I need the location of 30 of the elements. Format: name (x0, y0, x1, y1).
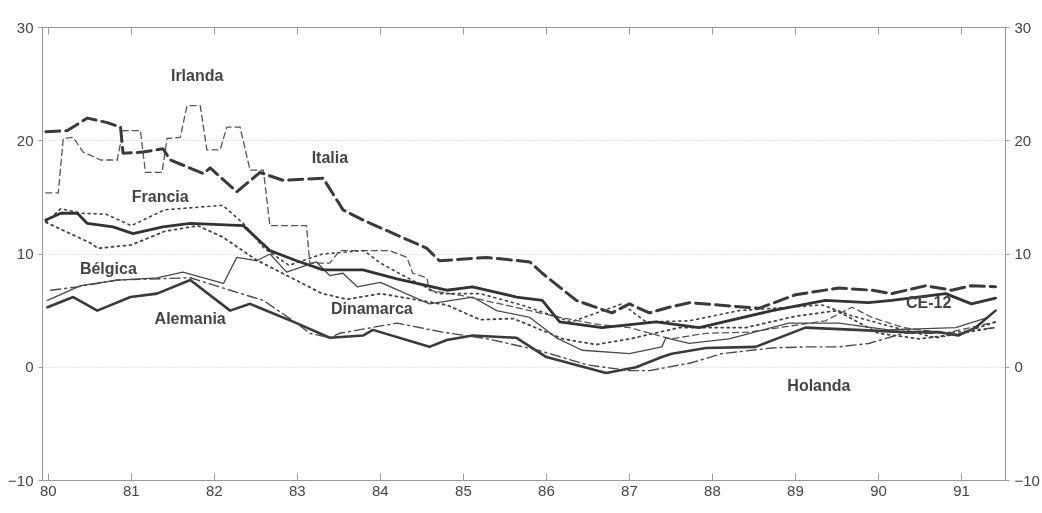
x-tick-label: 82 (206, 481, 223, 499)
series-label: Alemania (154, 310, 226, 327)
x-tick-label: 91 (953, 481, 970, 499)
y-tick-label: −10 (8, 471, 34, 489)
y2-tick-label: 0 (1014, 358, 1023, 376)
y-tick-label: 20 (16, 131, 34, 149)
y2-tick-label: −10 (1014, 471, 1040, 489)
x-tick-label: 86 (538, 481, 555, 499)
series-label: CE-12 (905, 294, 952, 311)
x-tick-label: 80 (39, 481, 57, 499)
series-label: Italia (311, 149, 349, 166)
x-tick-label: 87 (621, 481, 638, 499)
y-tick-label: 0 (25, 358, 34, 376)
series-label: Francia (131, 188, 189, 205)
x-tick-label: 85 (455, 481, 472, 499)
series-label: Bélgica (79, 260, 137, 277)
y2-tick-label: 10 (1014, 245, 1032, 262)
x-tick-label: 90 (870, 481, 887, 499)
x-tick-label: 89 (787, 481, 804, 499)
y2-tick-label: 20 (1014, 131, 1032, 149)
x-tick-label: 84 (372, 481, 389, 499)
y-tick-label: 10 (16, 245, 34, 262)
series-label: Irlanda (170, 67, 224, 84)
x-tick-label: 81 (122, 481, 140, 499)
series-label: Holanda (787, 377, 851, 394)
series-label: Dinamarca (330, 300, 413, 317)
x-tick-label: 88 (704, 481, 721, 499)
y-tick-label: 30 (16, 18, 34, 36)
x-tick-label: 83 (289, 481, 306, 499)
y2-tick-label: 30 (1014, 18, 1032, 36)
